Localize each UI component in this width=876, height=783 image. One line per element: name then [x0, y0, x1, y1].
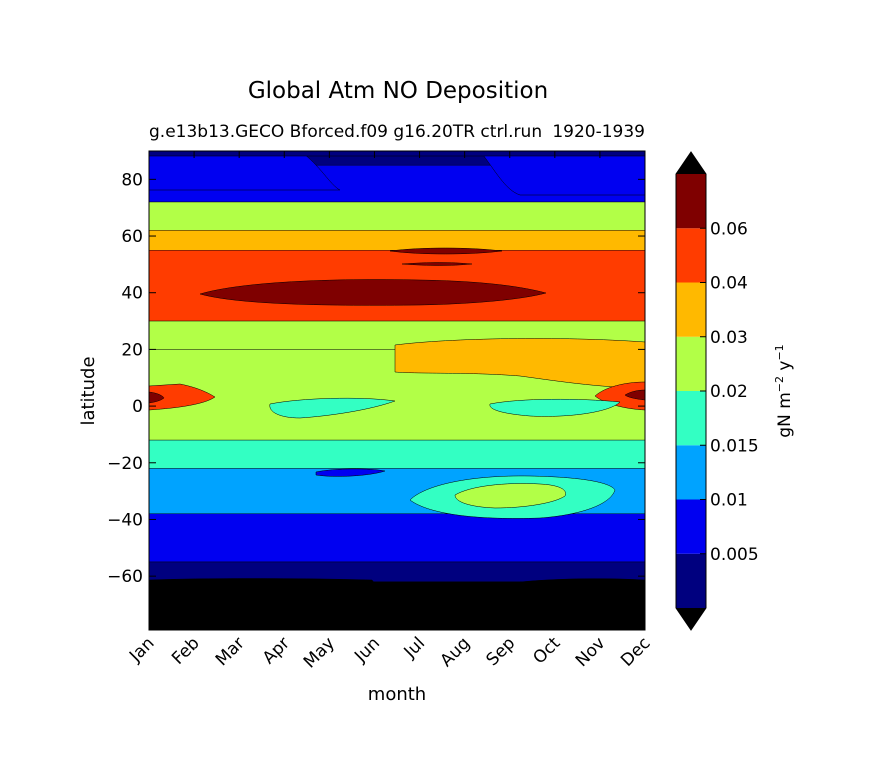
colorbar-tick-label: 0.015	[710, 436, 759, 456]
y-tick-label: 80	[121, 170, 143, 190]
chart-subtitle-right: 1920-1939	[552, 122, 645, 142]
colorbar: 0.005 0.01 0.015 0.02 0.03 0.04 0.06	[675, 151, 759, 631]
contour-band-2	[149, 201, 645, 231]
contour-blob-eq-left-max	[149, 391, 165, 404]
contour-blob-eq-left-red	[149, 383, 216, 411]
contour-blob-eq-mid-cyan	[269, 397, 396, 419]
colorbar-label: gN m−2 y−1	[773, 344, 795, 437]
contour-bands	[149, 151, 645, 630]
colorbar-segment	[676, 174, 706, 229]
colorbar-tick-label: 0.04	[710, 274, 748, 294]
contour-blob-midlat-max-small	[389, 247, 503, 255]
y-tick-label: −40	[107, 510, 143, 530]
y-tick-label: −20	[107, 454, 143, 474]
y-tick-label: 0	[132, 397, 143, 417]
contour-blob-south-green	[454, 483, 566, 509]
contour-blob-antarctic-left	[149, 578, 391, 630]
colorbar-segment	[676, 228, 706, 283]
contour-blob-antarctic-right	[494, 578, 645, 630]
colorbar-tick-label: 0.005	[710, 545, 759, 565]
contour-band-7	[149, 439, 645, 469]
x-tick-label: Sep	[482, 633, 519, 670]
contour-blob-eq-right-red	[594, 381, 645, 411]
x-tick-label: Mar	[212, 633, 249, 670]
colorbar-tick-label: 0.01	[710, 491, 748, 511]
x-tick-label: Apr	[259, 633, 294, 668]
x-tick-label: Feb	[168, 633, 203, 668]
contour-blob-south-blue	[315, 468, 386, 477]
x-tick-label: Jul	[400, 633, 429, 662]
contour-blob-eq-right-cyan	[489, 398, 621, 417]
colorbar-segment	[676, 336, 706, 391]
x-tick-label: Jun	[350, 633, 384, 667]
contour-blob-midlat-max-thin	[401, 262, 473, 266]
y-tick-label: 60	[121, 227, 143, 247]
plot-area	[149, 151, 645, 630]
y-axis-ticks: 80 60 40 20 0 −20 −40 −60	[107, 170, 645, 587]
colorbar-segment	[676, 391, 706, 446]
x-tick-label: Nov	[572, 633, 610, 671]
colorbar-tick-label: 0.06	[710, 219, 748, 239]
y-axis-label: latitude	[78, 356, 99, 425]
colorbar-tick-label: 0.03	[710, 328, 748, 348]
x-tick-label: Oct	[529, 633, 564, 668]
x-axis-label: month	[368, 684, 426, 705]
contour-blob-arctic-core	[149, 151, 645, 157]
y-tick-label: 20	[121, 340, 143, 360]
contour-blob-tropic-orange	[394, 338, 645, 389]
colorbar-extend-top	[676, 152, 706, 174]
x-tick-label: May	[300, 633, 339, 672]
y-tick-label: 40	[121, 284, 143, 304]
colorbar-segment	[676, 499, 706, 554]
chart-title: Global Atm NO Deposition	[248, 78, 548, 104]
colorbar-outline	[675, 151, 707, 631]
contour-blob-eq-right-max	[624, 389, 645, 401]
contour-band-3	[149, 230, 645, 251]
colorbar-segment	[676, 553, 706, 608]
x-tick-label: Aug	[437, 633, 475, 671]
colorbar-extend-bottom	[676, 608, 706, 630]
x-tick-label: Jan	[125, 633, 158, 666]
plot-frame	[148, 150, 646, 631]
contour-blob-midlat-max	[199, 279, 547, 306]
contour-band-9	[149, 513, 645, 563]
colorbar-segment	[676, 445, 706, 500]
contour-blob-arctic-right	[479, 151, 645, 196]
colorbar-segment	[676, 282, 706, 337]
chart-subtitle-left: g.e13b13.GECO Bforced.f09 g16.20TR ctrl.…	[149, 122, 542, 142]
y-tick-label: −60	[107, 567, 143, 587]
x-tick-label: Dec	[617, 633, 654, 670]
colorbar-tick-label: 0.02	[710, 382, 748, 402]
